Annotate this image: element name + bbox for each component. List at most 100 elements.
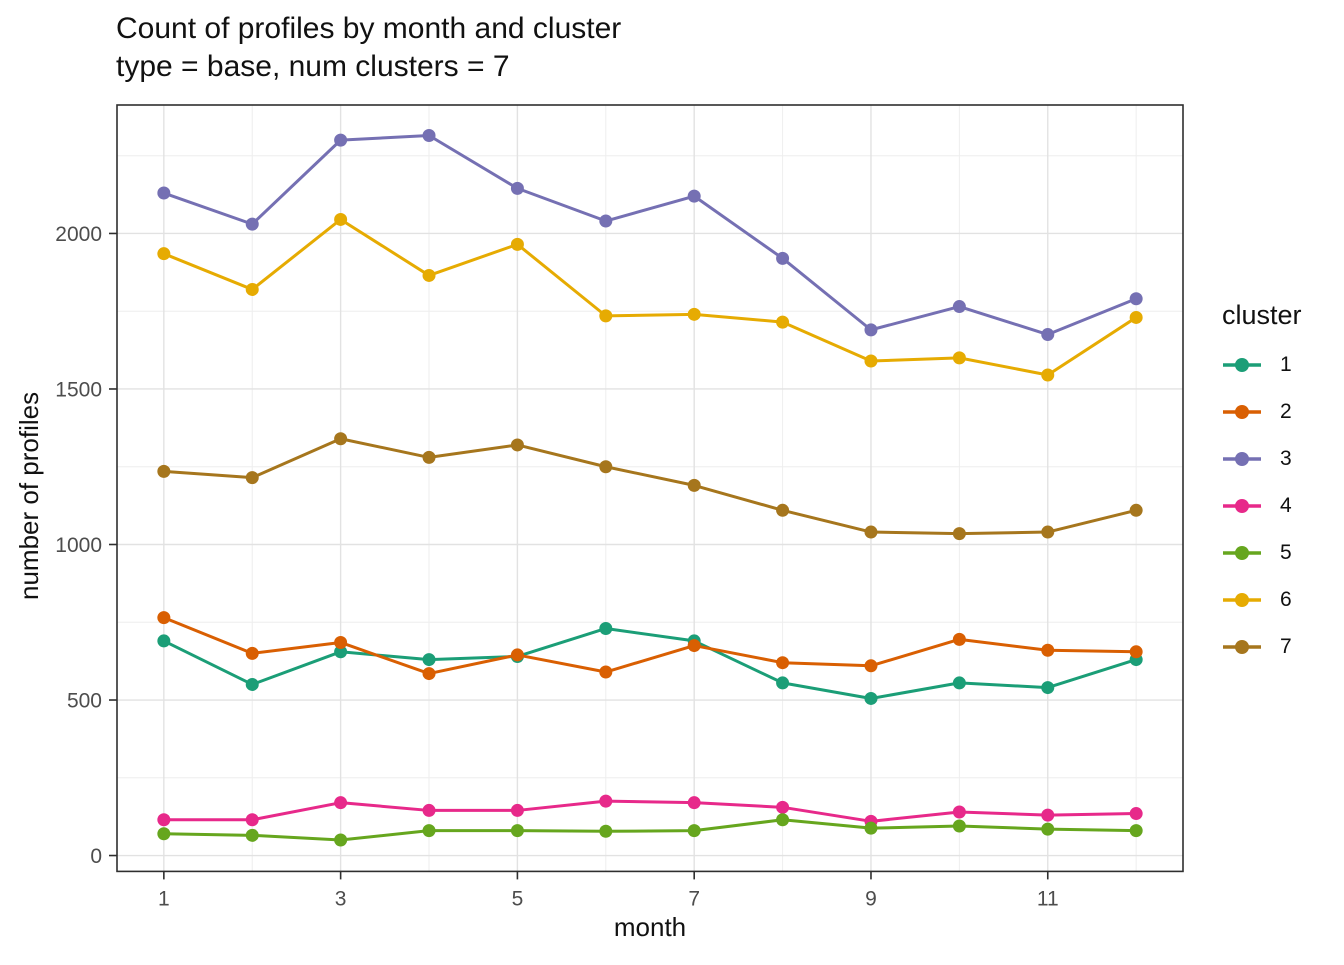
legend-title: cluster [1222,300,1302,330]
data-point-cluster-5-month-11 [1041,822,1055,836]
data-point-cluster-3-month-9 [864,323,878,337]
data-point-cluster-4-month-7 [687,796,701,810]
series-line-cluster-2 [162,616,1138,676]
data-point-cluster-6-month-2 [245,282,259,296]
data-point-cluster-6-month-5 [510,237,524,251]
legend-swatch [1223,592,1261,607]
data-point-cluster-7-month-5 [510,438,524,452]
data-point-cluster-2-month-1 [157,611,171,625]
legend-item-label: 5 [1280,540,1292,564]
data-point-cluster-7-month-9 [864,525,878,539]
data-point-cluster-7-month-4 [422,450,436,464]
data-point-cluster-6-month-4 [422,268,436,282]
legend-point-glyph [1235,404,1249,419]
data-point-cluster-7-month-8 [776,503,790,517]
data-point-cluster-7-month-10 [952,527,966,541]
data-point-cluster-3-month-11 [1041,328,1055,342]
x-tick-label: 9 [865,887,877,910]
data-point-cluster-4-month-6 [599,794,613,808]
data-point-cluster-2-month-3 [334,635,348,649]
data-point-cluster-7-month-11 [1041,525,1055,539]
y-tick-label: 0 [90,845,102,868]
legend-item-cluster-1: 1 [1222,341,1302,388]
x-tick-label: 7 [688,887,700,910]
legend-point-glyph [1235,545,1249,560]
data-point-cluster-1-month-2 [245,677,259,691]
data-point-cluster-1-month-4 [422,653,436,667]
data-point-cluster-7-month-1 [157,464,171,478]
y-tick-label: 500 [67,690,102,713]
data-point-cluster-1-month-10 [952,676,966,690]
data-point-cluster-5-month-4 [422,824,436,838]
data-point-cluster-4-month-8 [776,800,790,814]
data-point-cluster-4-month-5 [510,803,524,817]
data-point-cluster-2-month-9 [864,659,878,673]
legend: cluster 1 2 3 4 5 6 7 [1222,300,1302,670]
data-point-cluster-6-month-6 [599,309,613,323]
series-line-cluster-1 [162,626,1138,700]
legend-swatch [1223,639,1261,654]
data-point-cluster-1-month-11 [1041,681,1055,695]
data-point-cluster-3-month-5 [510,181,524,195]
chart-title-line2: type = base, num clusters = 7 [116,50,510,83]
data-point-cluster-5-month-6 [599,824,613,838]
data-point-cluster-6-month-7 [687,307,701,321]
data-point-cluster-6-month-10 [952,351,966,365]
data-point-cluster-1-month-8 [776,676,790,690]
x-tick-label: 1 [158,887,170,910]
data-point-cluster-4-month-2 [245,813,259,827]
legend-item-label: 4 [1280,493,1292,517]
data-point-cluster-1-month-1 [157,634,171,648]
chart-title: Count of profiles by month and cluster t… [116,10,621,86]
legend-item-cluster-2: 2 [1222,388,1302,435]
y-tick-label: 1500 [55,378,102,401]
chart-title-line1: Count of profiles by month and cluster [116,12,622,45]
data-point-cluster-2-month-10 [952,632,966,646]
x-tick-label: 11 [1037,887,1059,910]
data-point-cluster-3-month-3 [334,133,348,147]
legend-item-label: 6 [1280,587,1292,611]
data-point-cluster-5-month-12 [1129,824,1143,838]
legend-swatch [1223,545,1261,560]
data-point-cluster-7-month-2 [245,471,259,485]
data-point-cluster-3-month-8 [776,251,790,265]
data-point-cluster-6-month-11 [1041,368,1055,382]
data-point-cluster-4-month-11 [1041,808,1055,822]
panel-border [116,104,1184,873]
data-point-cluster-2-month-6 [599,665,613,679]
legend-point-glyph [1235,498,1249,513]
legend-swatch [1223,498,1261,513]
series-line-cluster-5 [162,818,1138,842]
data-point-cluster-2-month-4 [422,667,436,681]
data-point-cluster-5-month-10 [952,819,966,833]
data-point-cluster-2-month-7 [687,639,701,653]
x-tick-label: 5 [512,887,524,910]
legend-point-glyph [1235,592,1249,607]
data-point-cluster-4-month-1 [157,813,171,827]
data-point-cluster-1-month-9 [864,691,878,705]
data-point-cluster-3-month-12 [1129,292,1143,306]
legend-item-cluster-3: 3 [1222,435,1302,482]
data-point-cluster-6-month-1 [157,247,171,261]
data-point-cluster-3-month-4 [422,128,436,142]
legend-item-label: 2 [1280,399,1292,423]
legend-item-cluster-5: 5 [1222,529,1302,576]
data-point-cluster-1-month-3 [334,645,348,659]
data-point-cluster-5-month-3 [334,833,348,847]
legend-swatch [1223,404,1261,419]
x-axis-title: month [613,912,687,942]
legend-point-glyph [1235,357,1249,372]
data-point-cluster-2-month-2 [245,646,259,660]
legend-point-glyph [1235,451,1249,466]
legend-item-cluster-7: 7 [1222,623,1302,670]
x-tick-label: 3 [335,887,347,910]
data-point-cluster-4-month-10 [952,805,966,819]
data-point-cluster-5-month-7 [687,824,701,838]
legend-item-label: 7 [1280,634,1292,658]
data-point-cluster-3-month-1 [157,186,171,200]
data-point-cluster-6-month-8 [776,315,790,329]
data-point-cluster-3-month-2 [245,217,259,231]
legend-item-label: 1 [1280,352,1292,376]
data-point-cluster-2-month-12 [1129,645,1143,659]
